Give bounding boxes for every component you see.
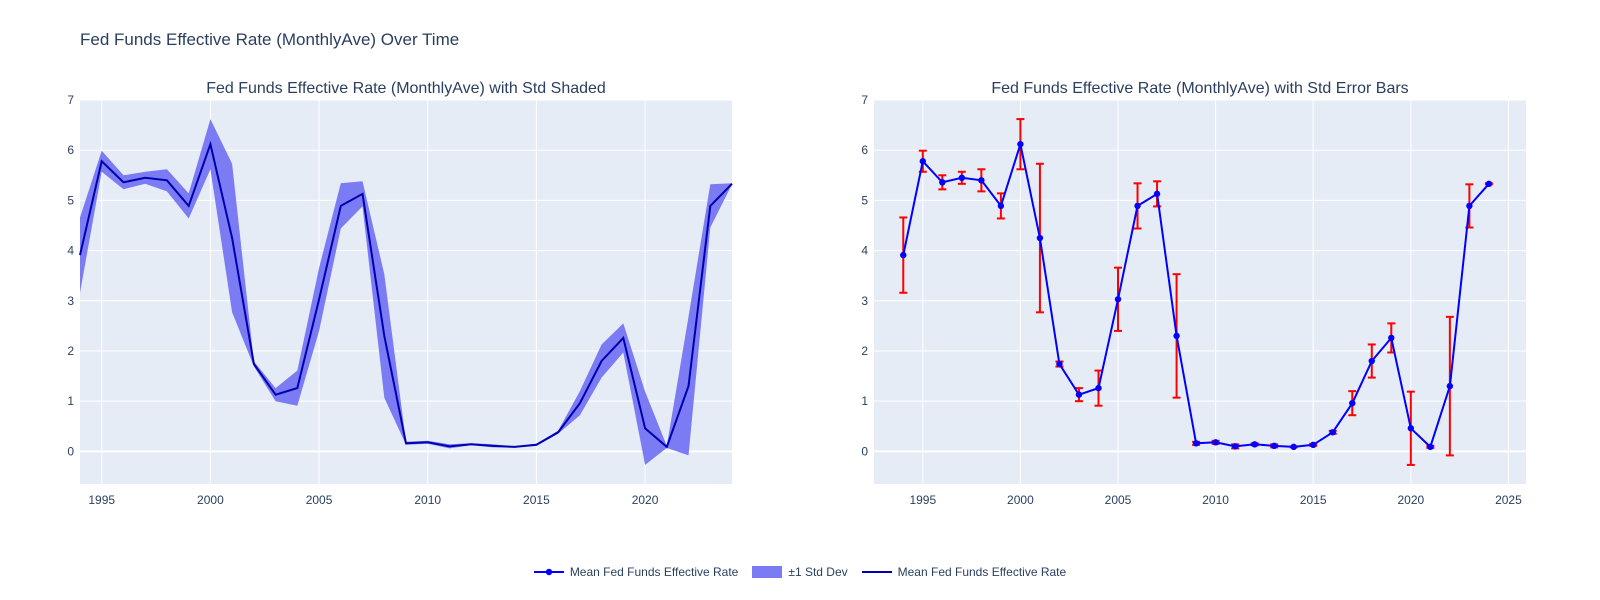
data-point bbox=[1446, 382, 1454, 390]
data-point bbox=[919, 158, 927, 165]
y-tick-label: 4 bbox=[861, 244, 868, 258]
y-tick-label: 0 bbox=[67, 444, 74, 458]
legend-item-mean-markers[interactable]: Mean Fed Funds Effective Rate bbox=[533, 565, 739, 579]
mean-line bbox=[79, 140, 733, 449]
x-tick-label: 2015 bbox=[1300, 493, 1327, 507]
data-point bbox=[1231, 443, 1239, 450]
data-point bbox=[1153, 190, 1161, 198]
x-tick-label: 1995 bbox=[909, 493, 936, 507]
legend-label: Mean Fed Funds Effective Rate bbox=[897, 565, 1067, 579]
legend-label: Mean Fed Funds Effective Rate bbox=[569, 565, 739, 579]
data-point bbox=[1368, 357, 1375, 365]
y-tick-label: 1 bbox=[67, 394, 74, 408]
legend: Mean Fed Funds Effective Rate ±1 Std Dev… bbox=[0, 565, 1600, 579]
data-point bbox=[1427, 443, 1434, 451]
data-point bbox=[1466, 202, 1473, 210]
subplot-2: 0 1 2 3 4 5 6 7 1995 2000 2005 2010 2015 2020 2025 Fed … bbox=[861, 80, 1526, 507]
data-point bbox=[1095, 384, 1102, 392]
data-point bbox=[1075, 391, 1083, 398]
x-tick-label: 2020 bbox=[1397, 493, 1424, 507]
x-tick-label: 1995 bbox=[88, 493, 115, 507]
x-tick-label: 2005 bbox=[1105, 493, 1132, 507]
subplot-title: Fed Funds Effective Rate (MonthlyAve) wi… bbox=[991, 80, 1408, 97]
data-point bbox=[1114, 296, 1122, 303]
y-tick-label: 3 bbox=[861, 294, 868, 308]
data-point bbox=[1310, 441, 1317, 449]
y-tick-label: 2 bbox=[67, 344, 74, 358]
legend-label: ±1 Std Dev bbox=[788, 565, 848, 579]
x-tick-label: 2020 bbox=[632, 493, 659, 507]
data-point bbox=[1173, 332, 1180, 340]
data-point bbox=[1485, 180, 1493, 188]
data-point bbox=[1192, 440, 1200, 447]
plot-background bbox=[874, 100, 1526, 484]
subplot-1: 0 1 2 3 4 5 6 7 1995 2000 2005 2010 2015 2020 Fed Fund… bbox=[67, 80, 733, 507]
y-tick-label: 6 bbox=[67, 143, 74, 157]
data-point bbox=[1036, 234, 1044, 242]
x-tick-label: 2015 bbox=[523, 493, 550, 507]
x-tick-label: 2010 bbox=[414, 493, 441, 507]
data-point bbox=[1056, 360, 1063, 368]
subplot-title: Fed Funds Effective Rate (MonthlyAve) wi… bbox=[206, 80, 606, 97]
y-tick-label: 0 bbox=[861, 444, 868, 458]
data-point bbox=[1388, 334, 1395, 342]
data-point bbox=[997, 202, 1005, 210]
y-tick-label: 5 bbox=[861, 193, 868, 207]
legend-item-mean-line[interactable]: Mean Fed Funds Effective Rate bbox=[861, 565, 1067, 579]
y-tick-label: 5 bbox=[67, 193, 74, 207]
plot-background bbox=[80, 100, 732, 484]
y-tick-label: 7 bbox=[67, 93, 74, 107]
line-swatch-icon bbox=[861, 571, 892, 573]
y-tick-label: 6 bbox=[861, 143, 868, 157]
data-point bbox=[1134, 202, 1141, 210]
y-tick-label: 7 bbox=[861, 93, 868, 107]
data-point bbox=[1407, 425, 1415, 432]
x-tick-label: 2000 bbox=[197, 493, 224, 507]
fill-swatch-icon bbox=[752, 566, 783, 578]
data-point bbox=[900, 251, 907, 259]
y-tick-label: 3 bbox=[67, 294, 74, 308]
line-marker-swatch-icon bbox=[533, 568, 564, 576]
x-tick-label: 2010 bbox=[1202, 493, 1229, 507]
data-point bbox=[1349, 399, 1356, 407]
data-point bbox=[1270, 442, 1278, 450]
x-tick-label: 2005 bbox=[306, 493, 333, 507]
y-tick-label: 1 bbox=[861, 394, 868, 408]
data-point bbox=[1329, 429, 1336, 436]
data-point bbox=[1290, 443, 1297, 451]
legend-item-std-band[interactable]: ±1 Std Dev bbox=[752, 565, 848, 579]
data-point bbox=[958, 174, 966, 182]
data-point bbox=[1017, 140, 1024, 148]
x-tick-label: 2025 bbox=[1495, 493, 1522, 507]
data-point bbox=[939, 179, 946, 186]
x-tick-label: 2000 bbox=[1007, 493, 1034, 507]
data-point bbox=[1251, 441, 1258, 448]
data-point bbox=[1212, 439, 1219, 446]
y-tick-label: 4 bbox=[67, 244, 74, 258]
page-title: Fed Funds Effective Rate (MonthlyAve) Ov… bbox=[80, 30, 460, 49]
y-tick-label: 2 bbox=[861, 344, 868, 358]
data-point bbox=[978, 177, 985, 184]
